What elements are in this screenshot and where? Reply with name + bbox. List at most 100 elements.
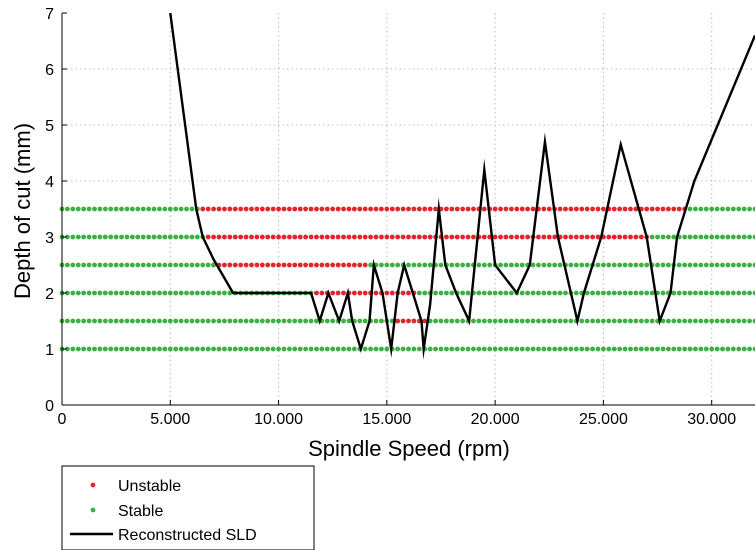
point-stable-3-31000 xyxy=(731,235,736,240)
point-unstable-0-10000 xyxy=(276,207,281,212)
point-stable-5-14750 xyxy=(379,263,384,268)
point-unstable-1-14250 xyxy=(368,235,373,240)
point-unstable-1-17000 xyxy=(428,235,433,240)
point-stable-7-29500 xyxy=(698,291,703,296)
point-stable-5-31500 xyxy=(742,263,747,268)
point-unstable-0-7250 xyxy=(217,207,222,212)
point-stable-9-29750 xyxy=(704,319,709,324)
point-stable-5-16250 xyxy=(412,263,417,268)
point-unstable-1-26000 xyxy=(623,235,628,240)
point-unstable-1-19500 xyxy=(482,235,487,240)
point-stable-10-30250 xyxy=(715,347,720,352)
point-stable-7-21250 xyxy=(520,291,525,296)
point-stable-10-18250 xyxy=(455,347,460,352)
point-stable-7-30500 xyxy=(720,291,725,296)
point-stable-6-6250 xyxy=(195,291,200,296)
point-stable-7-18000 xyxy=(449,291,454,296)
point-unstable-1-18250 xyxy=(455,235,460,240)
point-stable-10-4250 xyxy=(152,347,157,352)
point-unstable-1-26750 xyxy=(639,235,644,240)
point-stable-8-4000 xyxy=(146,319,151,324)
point-stable-8-12250 xyxy=(325,319,330,324)
point-stable-6-4250 xyxy=(152,291,157,296)
point-stable-7-31750 xyxy=(747,291,752,296)
point-stable-9-28500 xyxy=(677,319,682,324)
point-stable-0-500 xyxy=(70,207,75,212)
point-stable-1-31500 xyxy=(742,207,747,212)
point-unstable-0-21750 xyxy=(531,207,536,212)
point-stable-10-9750 xyxy=(271,347,276,352)
point-stable-8-1750 xyxy=(98,319,103,324)
point-unstable-1-8250 xyxy=(238,235,243,240)
point-unstable-1-23250 xyxy=(563,235,568,240)
point-stable-8-250 xyxy=(65,319,70,324)
point-stable-10-4000 xyxy=(146,347,151,352)
point-stable-5-24000 xyxy=(579,263,584,268)
point-unstable-1-9500 xyxy=(265,235,270,240)
point-stable-9-27000 xyxy=(644,319,649,324)
point-unstable-2-8750 xyxy=(249,263,254,268)
point-unstable-0-17250 xyxy=(433,207,438,212)
y-tick-label-6: 6 xyxy=(45,62,54,79)
point-stable-8-3500 xyxy=(135,319,140,324)
point-stable-4-3250 xyxy=(130,263,135,268)
point-stable-3-31500 xyxy=(742,235,747,240)
point-stable-8-2000 xyxy=(103,319,108,324)
point-stable-0-4500 xyxy=(157,207,162,212)
point-stable-8-750 xyxy=(76,319,81,324)
point-unstable-0-23500 xyxy=(569,207,574,212)
point-unstable-0-17000 xyxy=(428,207,433,212)
point-stable-10-21750 xyxy=(531,347,536,352)
point-unstable-2-12750 xyxy=(336,263,341,268)
point-stable-10-24750 xyxy=(596,347,601,352)
y-tick-label-4: 4 xyxy=(45,174,54,191)
point-stable-7-27250 xyxy=(650,291,655,296)
point-stable-8-6750 xyxy=(206,319,211,324)
point-stable-10-7250 xyxy=(217,347,222,352)
point-unstable-1-20750 xyxy=(509,235,514,240)
point-unstable-2-13500 xyxy=(352,263,357,268)
point-stable-5-30000 xyxy=(709,263,714,268)
point-stable-7-30250 xyxy=(715,291,720,296)
point-stable-0-4750 xyxy=(162,207,167,212)
point-unstable-1-20000 xyxy=(493,235,498,240)
point-stable-10-10750 xyxy=(292,347,297,352)
point-stable-0-1000 xyxy=(81,207,86,212)
point-stable-9-31250 xyxy=(736,319,741,324)
point-stable-6-7500 xyxy=(222,291,227,296)
point-stable-10-16500 xyxy=(417,347,422,352)
point-unstable-4-16250 xyxy=(412,319,417,324)
point-unstable-0-13000 xyxy=(341,207,346,212)
point-stable-6-3500 xyxy=(135,291,140,296)
point-stable-7-21750 xyxy=(531,291,536,296)
point-unstable-0-27250 xyxy=(650,207,655,212)
point-unstable-0-21250 xyxy=(520,207,525,212)
point-unstable-1-21250 xyxy=(520,235,525,240)
point-stable-10-23000 xyxy=(558,347,563,352)
point-unstable-1-8500 xyxy=(244,235,249,240)
point-unstable-1-16500 xyxy=(417,235,422,240)
y-tick-label-3: 3 xyxy=(45,230,54,247)
point-stable-7-24500 xyxy=(590,291,595,296)
point-stable-10-10000 xyxy=(276,347,281,352)
point-unstable-3-12000 xyxy=(319,291,324,296)
point-stable-5-21750 xyxy=(531,263,536,268)
point-unstable-1-13250 xyxy=(347,235,352,240)
point-stable-10-18000 xyxy=(449,347,454,352)
point-unstable-1-18500 xyxy=(460,235,465,240)
point-stable-10-28250 xyxy=(671,347,676,352)
point-stable-4-4500 xyxy=(157,263,162,268)
point-stable-10-11250 xyxy=(303,347,308,352)
point-stable-8-4250 xyxy=(152,319,157,324)
point-stable-6-6750 xyxy=(206,291,211,296)
point-unstable-1-14750 xyxy=(379,235,384,240)
point-stable-7-25750 xyxy=(617,291,622,296)
point-stable-10-3500 xyxy=(135,347,140,352)
point-stable-5-17000 xyxy=(428,263,433,268)
point-stable-10-20750 xyxy=(509,347,514,352)
point-stable-0-750 xyxy=(76,207,81,212)
point-unstable-1-16250 xyxy=(412,235,417,240)
point-stable-3-29500 xyxy=(698,235,703,240)
point-unstable-1-9250 xyxy=(260,235,265,240)
point-stable-7-26500 xyxy=(633,291,638,296)
